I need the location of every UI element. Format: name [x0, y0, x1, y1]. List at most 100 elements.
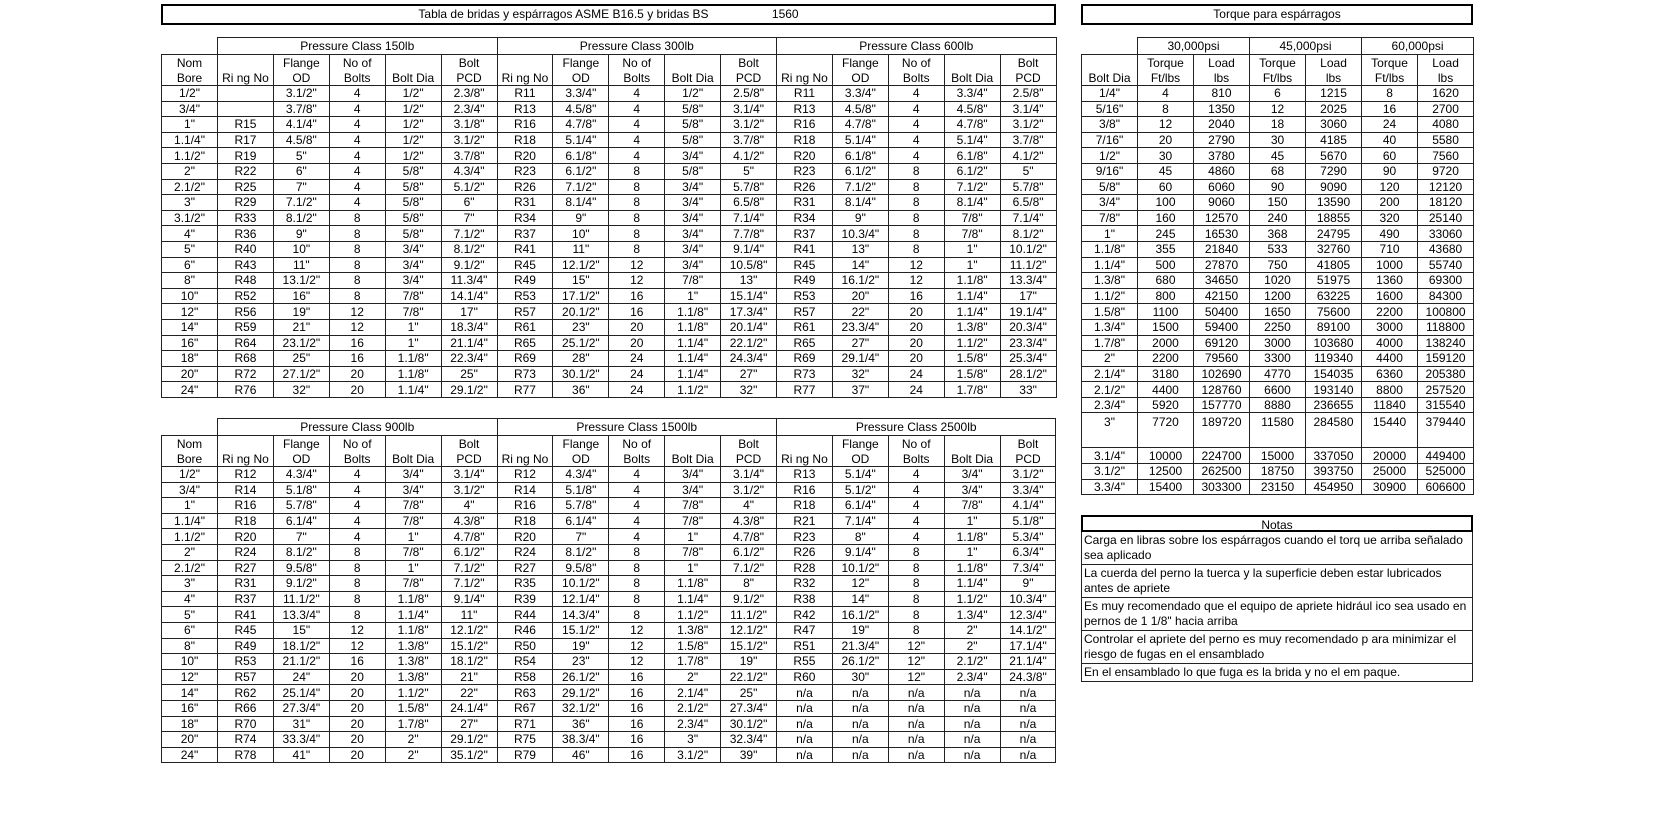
- group-header: Pressure Class 1500lb: [496, 418, 777, 436]
- cell: 3.1/2": [999, 466, 1057, 483]
- cell: 69300: [1417, 272, 1475, 289]
- cell: n/a: [999, 731, 1057, 748]
- cell: 1.3/8": [664, 621, 722, 639]
- cell: 24: [1361, 116, 1419, 133]
- cell: R38: [775, 590, 833, 608]
- cell: 1.7/8": [664, 653, 722, 670]
- cell: 128760: [1192, 381, 1251, 398]
- cell: 13590: [1305, 194, 1363, 211]
- cell: 6": [272, 162, 330, 180]
- cell: 2000: [1137, 334, 1194, 352]
- cell: 1/2": [161, 85, 218, 102]
- cell: 4860: [1192, 162, 1251, 180]
- cell: 12570: [1192, 209, 1251, 227]
- cell: 1.1/4": [384, 606, 442, 623]
- cell: 118800: [1417, 318, 1475, 336]
- cell: 1/2": [384, 116, 442, 133]
- cell: R54: [496, 653, 554, 670]
- cell: 7/8": [664, 512, 722, 530]
- cell: R41: [776, 240, 833, 258]
- cell: 5.1/2": [440, 178, 498, 196]
- note-item: Controlar el apriete del perno es muy re…: [1081, 631, 1473, 664]
- cell: 23.1/2": [272, 334, 330, 352]
- cell: 3.1/4": [440, 466, 498, 483]
- cell: R41: [496, 240, 554, 258]
- cell: 3/4": [161, 481, 218, 499]
- cell: 21.1/4": [440, 334, 498, 352]
- cell: R68: [217, 350, 274, 367]
- cell: 3.3/4": [943, 85, 1001, 102]
- cell: 16: [608, 684, 666, 701]
- cell: 119340: [1305, 350, 1363, 367]
- cell: 23": [552, 653, 610, 670]
- cell: R12: [496, 466, 554, 483]
- cell: 10": [272, 240, 330, 258]
- cell: 19.1/4": [999, 303, 1057, 320]
- cell: 7/8": [943, 497, 1001, 514]
- cell: 4: [608, 116, 666, 133]
- cell: 19": [272, 303, 330, 320]
- data-row: 16" R64 23.1/2" 16 1" 21.1/4" R65 25.1/2" 20 1.1/…: [161, 334, 1057, 352]
- column-header: Flange: [552, 54, 610, 70]
- cell: 14": [161, 318, 218, 336]
- cell: 1.5/8": [1081, 303, 1138, 320]
- blank-cell: [162, 419, 218, 436]
- cell: 4: [608, 131, 666, 149]
- cell: 4": [161, 590, 218, 608]
- cell: 8: [608, 559, 666, 577]
- column-header: [776, 54, 833, 70]
- cell: 59400: [1192, 318, 1251, 336]
- cell: 4: [328, 466, 386, 483]
- cell: R23: [496, 162, 554, 180]
- cell: R46: [496, 621, 554, 639]
- cell: 1.7/8": [384, 715, 442, 733]
- cell: 4.1/4": [999, 497, 1057, 514]
- cell: 150: [1249, 194, 1307, 211]
- cell: R39: [496, 590, 554, 608]
- data-row: 1" 245 16530 368 24795 490 33060: [1081, 225, 1475, 242]
- column-header: [943, 54, 1001, 70]
- cell: 2.5/8": [999, 85, 1057, 102]
- data-row: 14" R59 21" 12 1" 18.3/4" R61 23" 20 1.1/8" 20.1/4…: [161, 318, 1057, 336]
- cell: 10000: [1137, 447, 1194, 465]
- cell: 1.1/4": [664, 590, 722, 608]
- cell: 30: [1249, 131, 1307, 149]
- data-row: 7/8" 160 12570 240 18855 320 25140: [1081, 209, 1475, 227]
- cell: 1.7/8": [943, 381, 1001, 398]
- cell: n/a: [887, 746, 945, 764]
- group-header: 30,000psi: [1136, 37, 1251, 55]
- column-header: Bolt Dia: [664, 451, 722, 467]
- cell: 8: [328, 590, 386, 608]
- cell: 4.7/8": [831, 116, 889, 133]
- cell: 7.1/4": [831, 512, 889, 530]
- cell: 8: [887, 240, 945, 258]
- cell: 7/8": [664, 497, 722, 514]
- data-row: 5" R40 10" 8 3/4" 8.1/2" R41 11" 8 3/4" 9.1/4" R41 1…: [161, 240, 1057, 258]
- cell: 19": [720, 653, 777, 670]
- cell: 5/8": [664, 100, 722, 118]
- column-header: Bolts: [328, 70, 386, 86]
- data-row: 1.3/8" 680 34650 1020 51975 1360 69300: [1081, 272, 1475, 289]
- column-header: [943, 435, 1001, 451]
- cell: 3/4": [384, 256, 442, 274]
- cell: 12": [887, 637, 945, 655]
- cell: 5.1/4": [943, 131, 1001, 149]
- cell: R31: [496, 194, 554, 211]
- cell: 7.3/4": [999, 559, 1057, 577]
- cell: 3.1/2": [999, 116, 1057, 133]
- cell: 35.1/2": [440, 746, 498, 764]
- cell: 25": [272, 350, 330, 367]
- cell: 245: [1137, 225, 1194, 242]
- cell: R31: [776, 194, 833, 211]
- cell: R27: [496, 559, 554, 577]
- cell: 1/2": [664, 85, 722, 102]
- cell: 12: [1249, 100, 1307, 118]
- column-header: Bore: [161, 451, 218, 467]
- cell: 5/8": [664, 116, 722, 133]
- cell: 1215: [1305, 85, 1363, 102]
- cell: 13.3/4": [272, 606, 330, 623]
- cell: 13.3/4": [999, 272, 1057, 289]
- cell: 24795: [1305, 225, 1363, 242]
- cell: R57: [217, 668, 274, 686]
- column-header: OD: [831, 70, 889, 86]
